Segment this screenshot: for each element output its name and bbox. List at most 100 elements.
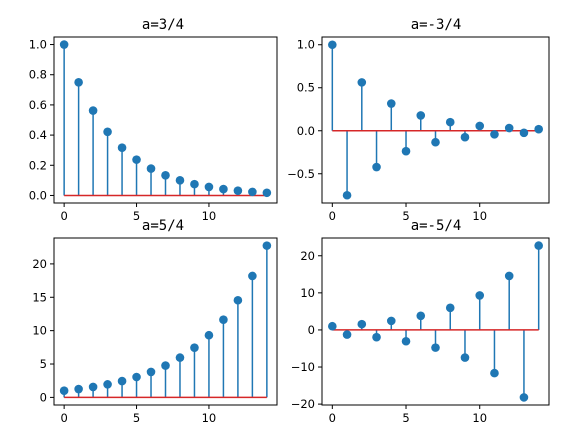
stem-marker bbox=[416, 311, 426, 321]
axes-frame bbox=[321, 237, 550, 406]
stem-marker bbox=[59, 386, 69, 396]
y-tick-label: −0.5 bbox=[287, 167, 315, 181]
stem-marker bbox=[490, 130, 499, 139]
stem-marker bbox=[475, 291, 485, 300]
stem-marker bbox=[88, 106, 98, 115]
y-tick-label: 20 bbox=[32, 257, 47, 271]
subplot-title: a=-3/4 bbox=[411, 17, 462, 33]
stem-marker bbox=[219, 315, 228, 324]
y-tick-label: −10 bbox=[291, 360, 315, 374]
y-tick-label: 1.0 bbox=[29, 38, 47, 52]
stem-marker bbox=[357, 319, 367, 329]
axes-frame bbox=[321, 36, 550, 204]
stem-marker bbox=[534, 241, 543, 250]
stem-marker bbox=[175, 353, 185, 362]
subplot-a-neg-5-4: 0 5 10 −20 −10 0 10 20 a=-5/4 bbox=[291, 218, 550, 425]
stem-marker bbox=[262, 241, 272, 250]
stem-marker bbox=[504, 271, 514, 281]
stem-marker bbox=[262, 188, 272, 198]
stem-marker bbox=[357, 78, 367, 87]
stem-marker bbox=[132, 372, 141, 382]
x-tick-label: 0 bbox=[60, 411, 67, 425]
stem-marker bbox=[431, 137, 440, 147]
stem-marker bbox=[328, 40, 337, 50]
subplot-title: a=3/4 bbox=[142, 17, 184, 33]
y-tick-label: 0.0 bbox=[297, 124, 315, 138]
x-tick-label: 10 bbox=[202, 209, 217, 223]
stem-marker bbox=[460, 353, 470, 362]
stem-marker bbox=[190, 343, 199, 352]
stem-marker bbox=[328, 321, 337, 331]
stem-marker bbox=[190, 179, 199, 189]
stem-marker bbox=[146, 367, 156, 377]
y-tick-label: 0.5 bbox=[297, 81, 315, 95]
stem-marker bbox=[233, 295, 243, 305]
stem-marker bbox=[117, 143, 127, 153]
x-tick-label: 5 bbox=[133, 411, 140, 425]
x-tick-label: 0 bbox=[60, 209, 67, 223]
x-tick-label: 10 bbox=[472, 411, 487, 425]
stem-marker bbox=[88, 382, 98, 392]
stem-marker bbox=[248, 271, 257, 281]
y-tick-label: 10 bbox=[300, 286, 315, 300]
subplot-a-neg-3-4: 0 5 10 −0.5 0.0 0.5 1.0 a=-3/4 bbox=[287, 17, 550, 223]
x-tick-label: 10 bbox=[472, 209, 487, 223]
y-tick-label: 0 bbox=[308, 323, 315, 337]
stem-marker bbox=[386, 99, 396, 108]
stem-marker bbox=[132, 155, 141, 164]
stem-marker bbox=[416, 111, 426, 120]
stem-marker bbox=[74, 77, 83, 87]
stem-marker bbox=[219, 184, 228, 194]
stem-marker bbox=[204, 330, 214, 340]
y-tick-label: 5 bbox=[40, 357, 47, 371]
subplot-a-5-4: 0 5 10 0 5 10 15 20 a=5/4 bbox=[32, 218, 278, 425]
stem-marker bbox=[504, 123, 514, 133]
stem-marker bbox=[445, 117, 455, 127]
x-tick-label: 10 bbox=[202, 411, 217, 425]
stem-marker bbox=[475, 121, 485, 131]
x-tick-label: 5 bbox=[402, 411, 409, 425]
y-tick-label: 0.0 bbox=[29, 188, 47, 202]
y-tick-label: 1.0 bbox=[297, 38, 315, 52]
subplot-title: a=-5/4 bbox=[411, 218, 462, 234]
stem-marker bbox=[117, 376, 127, 386]
stem-marker bbox=[372, 332, 381, 342]
stem-marker bbox=[204, 182, 214, 192]
stem-marker bbox=[401, 146, 411, 156]
stem-marker bbox=[386, 316, 396, 326]
subplot-a-3-4: 0 5 10 0.0 0.2 0.4 0.6 0.8 1.0 a=3/4 bbox=[29, 17, 278, 223]
y-tick-label: 0.6 bbox=[29, 98, 47, 112]
subplot-title: a=5/4 bbox=[142, 218, 184, 234]
x-tick-label: 0 bbox=[329, 411, 336, 425]
stem-marker bbox=[519, 393, 529, 402]
stem-marker bbox=[248, 187, 257, 197]
stem-marker bbox=[146, 164, 156, 173]
axes-frame bbox=[53, 36, 278, 204]
stem-marker bbox=[445, 303, 455, 313]
stem-marker bbox=[372, 162, 381, 172]
stem-marker bbox=[59, 40, 69, 49]
y-tick-label: 0.2 bbox=[29, 158, 47, 172]
stem-marker bbox=[175, 176, 185, 185]
stem-marker bbox=[401, 336, 411, 346]
stem-marker bbox=[534, 124, 543, 134]
stem-marker bbox=[490, 368, 499, 378]
stem-marker bbox=[342, 330, 352, 339]
y-tick-label: 10 bbox=[32, 324, 47, 338]
x-tick-label: 5 bbox=[402, 209, 409, 223]
stem-marker bbox=[233, 186, 243, 195]
axes-frame bbox=[53, 237, 278, 406]
stem-marker bbox=[161, 361, 170, 370]
x-tick-label: 0 bbox=[329, 209, 336, 223]
stem-marker bbox=[342, 190, 352, 200]
y-tick-label: 0.8 bbox=[29, 68, 47, 82]
stem-marker bbox=[519, 128, 529, 138]
stem-marker bbox=[161, 171, 170, 180]
stem-marker bbox=[431, 343, 440, 352]
y-tick-label: −20 bbox=[291, 397, 315, 411]
x-tick-label: 5 bbox=[133, 209, 140, 223]
stem-marker bbox=[103, 127, 112, 137]
stem-marker bbox=[103, 380, 112, 389]
stem-marker bbox=[460, 132, 470, 142]
